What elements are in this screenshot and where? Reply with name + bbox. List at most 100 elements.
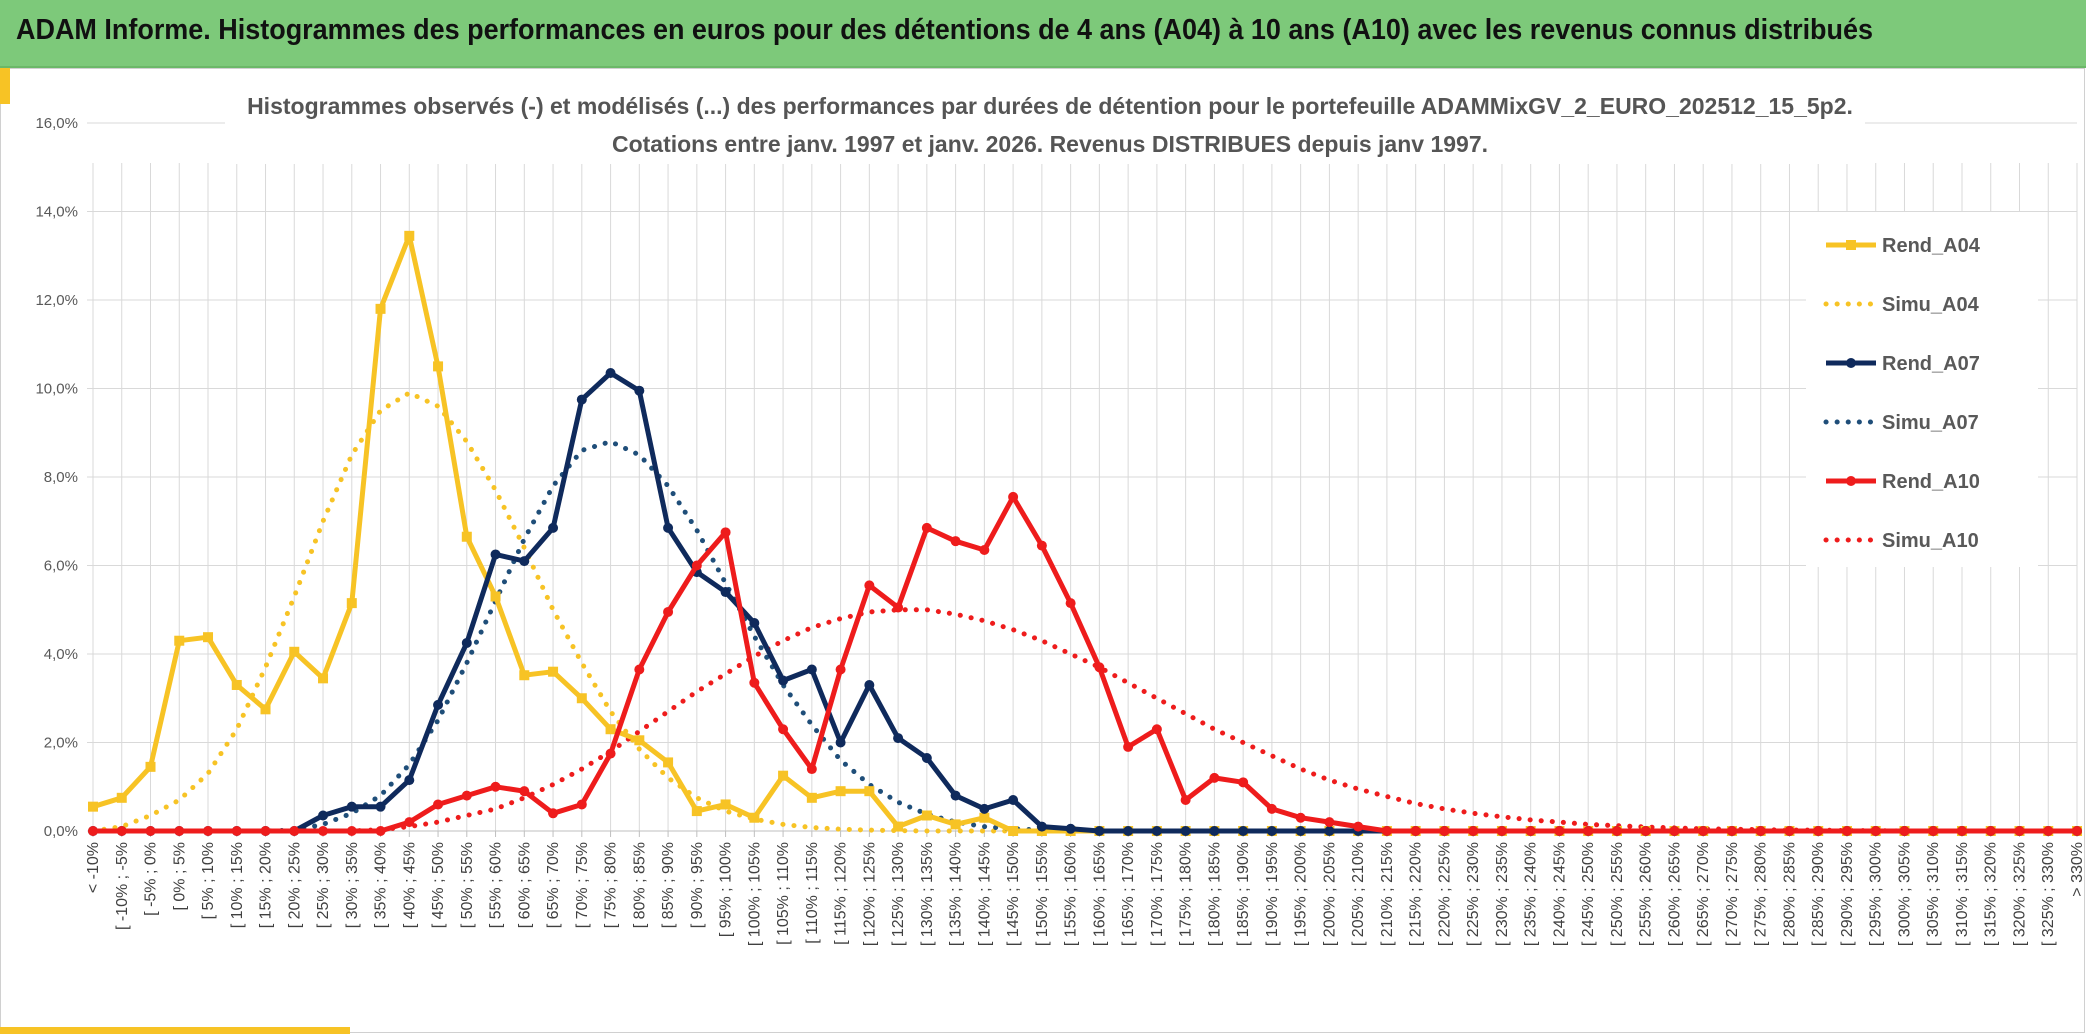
series-simu-a10 [90,607,2080,834]
data-point [1755,826,1766,836]
data-point [806,664,817,675]
x-tick-label: [ 245% ; 250% [1580,842,1597,946]
data-point [1353,821,1364,832]
x-tick-label: [ 165% ; 170% [1120,842,1137,946]
data-point [1295,812,1306,823]
x-tick-label: [ 185% ; 190% [1235,842,1252,946]
x-tick-label: [ 75% ; 80% [603,842,620,928]
data-point [749,618,760,629]
data-point [663,522,674,533]
data-point [203,632,214,643]
y-tick-label: 16,0% [35,115,78,132]
legend-label: Rend_A04 [1882,235,1981,257]
x-tick-label: [ 0% ; 5% [171,842,188,910]
data-point [519,786,530,797]
series-lines [88,230,2082,836]
data-point [979,545,990,556]
data-point [950,536,961,547]
data-point [88,801,98,812]
data-point [921,522,932,533]
chart-title-background [225,88,1865,164]
data-point [576,693,587,704]
data-point [691,560,702,571]
series-line-simu-a04 [90,390,2080,834]
data-point [1094,826,1105,836]
x-tick-label: [ 295% ; 300% [1868,842,1885,946]
data-point [1439,826,1450,836]
data-point [116,826,127,836]
x-tick-label: [ 195% ; 200% [1293,842,1310,946]
data-point [433,361,444,372]
data-point [778,675,789,686]
data-point [490,549,501,560]
x-tick-label: [ 95% ; 100% [718,842,735,937]
x-tick-label: [ 135% ; 140% [948,842,965,946]
x-tick-label: [ 105% ; 110% [775,842,792,945]
x-tick-label: [ 155% ; 160% [1063,842,1080,946]
header-banner: ADAM Informe. Histogrammes des performan… [0,0,2086,68]
x-tick-label: [ 70% ; 75% [574,842,591,928]
gridlines [87,122,2078,832]
data-point [1324,817,1335,828]
x-tick-label: [ 25% ; 30% [315,842,332,928]
x-tick-label: [ -5% ; 0% [143,842,160,916]
data-point [1870,826,1881,836]
x-tick-label: [ 65% ; 70% [545,842,562,928]
data-point [1180,826,1191,836]
y-tick-label: 4,0% [44,646,78,663]
x-tick-label: [ 60% ; 65% [516,842,533,928]
legend-label: Simu_A04 [1882,294,1980,316]
data-point [461,790,472,801]
accent-bar-bottom [0,1027,350,1034]
data-point [2072,826,2082,836]
y-tick-label: 12,0% [35,292,78,309]
x-tick-label: [ 190% ; 195% [1264,842,1281,946]
data-point [1094,662,1105,673]
x-tick-label: [ 260% ; 265% [1666,842,1683,946]
data-point [1525,826,1536,836]
x-tick-label: [ 255% ; 260% [1638,842,1655,946]
data-point [375,826,386,836]
y-tick-label: 6,0% [44,558,78,575]
data-point [404,775,415,786]
x-tick-label: [ 220% ; 225% [1436,842,1453,946]
data-point [720,587,731,598]
data-point [921,752,932,763]
data-point [720,799,731,810]
legend: Rend_A04 Simu_A04 Rend_A07 Simu_A07 Rend_A10… [1806,212,2038,567]
x-tick-label: [ 85% ; 90% [660,842,677,928]
data-point [835,737,846,748]
data-point [1669,826,1680,836]
legend-item-rend-a04: Rend_A04 [1826,235,1981,257]
data-point [1036,821,1047,832]
y-tick-label: 14,0% [35,204,78,221]
data-point [174,826,185,836]
data-point [634,664,645,675]
data-point [404,230,415,241]
x-tick-label: [ 30% ; 35% [344,842,361,928]
x-tick-label: [ 125% ; 130% [890,842,907,946]
data-point [2043,826,2054,836]
x-tick-label: [ 210% ; 215% [1379,842,1396,946]
series-line-simu-a10 [90,607,2080,834]
data-point [1008,795,1019,806]
x-tick-label: > 330% [2069,842,2086,897]
x-tick-label: [ 130% ; 135% [919,842,936,946]
data-point [778,724,789,735]
data-point [893,821,904,832]
x-tick-label: [ 200% ; 205% [1321,842,1338,946]
data-point [1295,826,1306,836]
legend-label: Rend_A10 [1882,471,1980,493]
data-point [1123,826,1134,836]
data-point [749,812,760,823]
data-point [1008,491,1019,502]
data-point [864,786,875,797]
data-point [1065,598,1076,609]
series-rend-a07 [88,368,2082,836]
legend-item-rend-a10: Rend_A10 [1826,471,1980,493]
data-point [950,819,961,830]
data-point [749,677,760,688]
x-tick-label: [ 5% ; 10% [200,842,217,919]
x-tick-label: [ 110% ; 115% [804,842,821,944]
